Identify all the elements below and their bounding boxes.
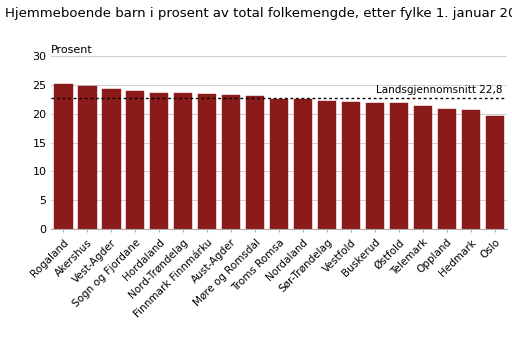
Bar	[438, 109, 456, 229]
Bar	[390, 103, 408, 229]
Bar	[54, 84, 73, 229]
Text: Landsgjennomsnitt 22,8: Landsgjennomsnitt 22,8	[376, 86, 502, 95]
Bar	[126, 91, 144, 229]
Bar	[366, 103, 385, 229]
Bar	[222, 95, 241, 229]
Bar	[270, 99, 288, 229]
Bar	[78, 86, 97, 229]
Bar	[414, 106, 432, 229]
Text: Prosent: Prosent	[51, 45, 93, 55]
Bar	[294, 99, 312, 229]
Bar	[102, 89, 120, 229]
Bar	[246, 96, 264, 229]
Text: Hjemmeboende barn i prosent av total folkemengde, etter fylke 1. januar 2009: Hjemmeboende barn i prosent av total fol…	[5, 7, 512, 20]
Bar	[342, 102, 360, 229]
Bar	[150, 93, 168, 229]
Bar	[174, 93, 193, 229]
Bar	[485, 115, 504, 229]
Bar	[461, 111, 480, 229]
Bar	[198, 94, 217, 229]
Bar	[317, 101, 336, 229]
